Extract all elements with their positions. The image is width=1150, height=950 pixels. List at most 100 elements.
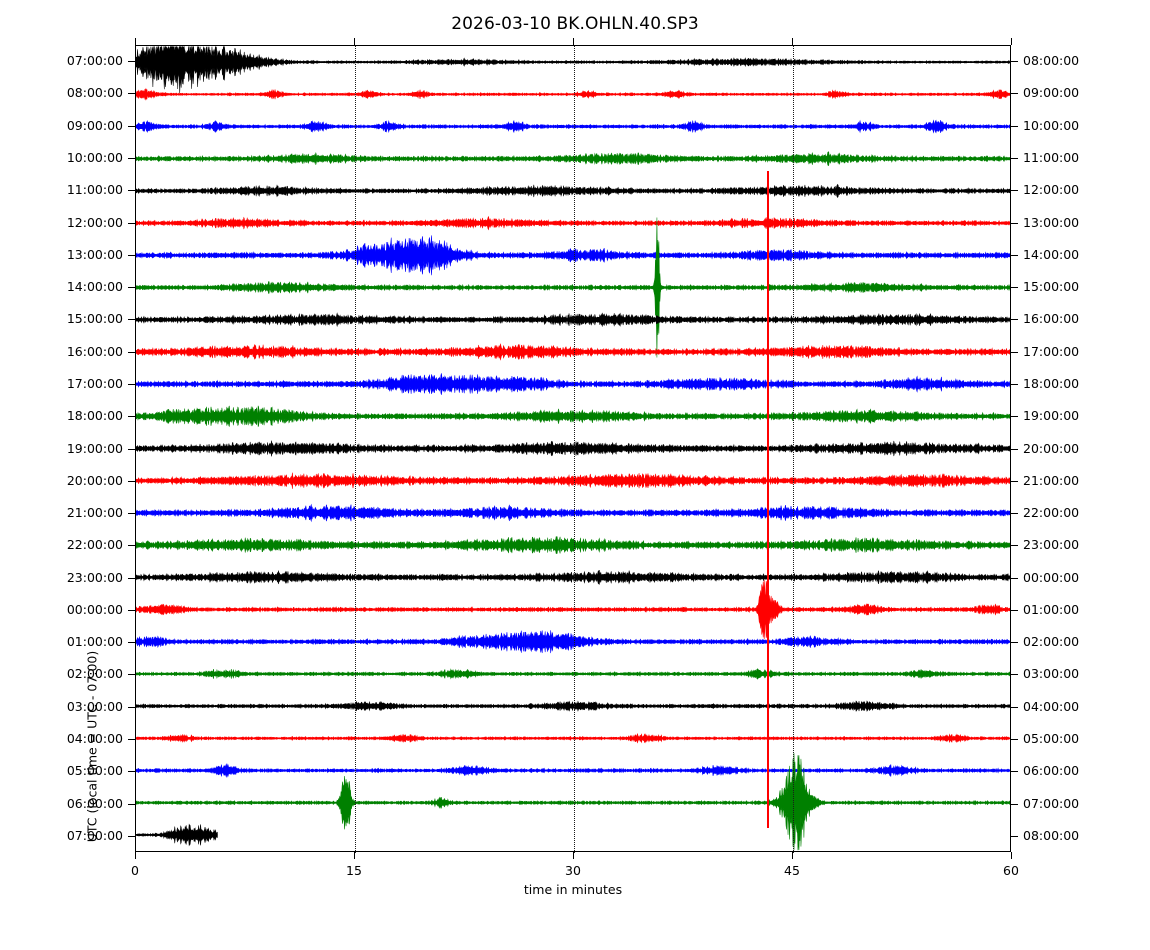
y-tick-left-1 — [128, 93, 135, 95]
y-axis-label-left-1: 08:00:00 — [66, 85, 123, 101]
y-axis-label-right-21: 05:00:00 — [1023, 731, 1080, 747]
y-axis-label-right-15: 23:00:00 — [1023, 537, 1080, 553]
y-axis-title-wrap: UTC (local time = UTC - 07:00) — [42, 299, 100, 843]
y-axis-label-left-9: 16:00:00 — [66, 343, 123, 359]
y-axis-label-left-22: 05:00:00 — [66, 763, 123, 779]
y-axis-label-right-10: 18:00:00 — [1023, 375, 1080, 391]
x-axis-title: time in minutes — [523, 882, 623, 897]
y-tick-right-8 — [1011, 319, 1018, 321]
y-tick-left-21 — [128, 739, 135, 741]
x-tick-30 — [573, 852, 574, 859]
gridline-x-30 — [574, 46, 575, 853]
y-tick-left-15 — [128, 545, 135, 547]
y-tick-left-17 — [128, 609, 135, 611]
y-axis-label-right-5: 13:00:00 — [1023, 214, 1080, 230]
y-axis-label-right-22: 06:00:00 — [1023, 763, 1080, 779]
x-tick-top-0 — [135, 38, 136, 45]
x-tick-top-45 — [792, 38, 793, 45]
y-tick-right-10 — [1011, 383, 1018, 385]
y-tick-right-22 — [1011, 771, 1018, 773]
y-axis-label-right-23: 07:00:00 — [1023, 795, 1080, 811]
x-tick-0 — [135, 852, 136, 859]
y-tick-left-3 — [128, 157, 135, 159]
y-tick-right-3 — [1011, 157, 1018, 159]
y-tick-left-19 — [128, 674, 135, 676]
y-tick-left-23 — [128, 803, 135, 805]
y-tick-left-5 — [128, 222, 135, 224]
y-tick-left-7 — [128, 287, 135, 289]
y-tick-right-23 — [1011, 803, 1018, 805]
y-tick-right-2 — [1011, 125, 1018, 127]
x-axis-label-0: 0 — [131, 863, 139, 878]
y-axis-label-left-19: 02:00:00 — [66, 666, 123, 682]
y-axis-label-right-16: 00:00:00 — [1023, 569, 1080, 585]
x-axis-label-45: 45 — [784, 863, 800, 878]
y-axis-label-left-10: 17:00:00 — [66, 375, 123, 391]
y-tick-right-19 — [1011, 674, 1018, 676]
y-tick-left-22 — [128, 771, 135, 773]
trace-row-23 — [136, 753, 1010, 851]
gridline-x-45 — [793, 46, 794, 853]
x-tick-60 — [1011, 852, 1012, 859]
y-tick-left-4 — [128, 190, 135, 192]
y-tick-right-6 — [1011, 254, 1018, 256]
y-tick-left-0 — [128, 61, 135, 63]
seismic-traces — [136, 46, 1010, 851]
y-tick-right-7 — [1011, 287, 1018, 289]
y-axis-label-left-13: 20:00:00 — [66, 472, 123, 488]
event-marker-line — [766, 171, 769, 829]
y-axis-label-right-8: 16:00:00 — [1023, 311, 1080, 327]
y-tick-right-13 — [1011, 480, 1018, 482]
y-axis-label-right-14: 22:00:00 — [1023, 505, 1080, 521]
y-tick-right-0 — [1011, 61, 1018, 63]
y-tick-left-6 — [128, 254, 135, 256]
y-axis-label-right-7: 15:00:00 — [1023, 279, 1080, 295]
x-axis-label-30: 30 — [565, 863, 581, 878]
y-tick-right-20 — [1011, 706, 1018, 708]
y-tick-right-11 — [1011, 416, 1018, 418]
y-axis-label-right-9: 17:00:00 — [1023, 343, 1080, 359]
y-tick-left-11 — [128, 416, 135, 418]
y-axis-label-left-24: 07:00:00 — [66, 827, 123, 843]
y-axis-label-left-4: 11:00:00 — [66, 182, 123, 198]
y-axis-label-left-20: 03:00:00 — [66, 698, 123, 714]
y-tick-right-17 — [1011, 609, 1018, 611]
y-axis-label-right-18: 02:00:00 — [1023, 634, 1080, 650]
y-axis-label-left-14: 21:00:00 — [66, 505, 123, 521]
y-axis-label-left-21: 04:00:00 — [66, 731, 123, 747]
y-tick-right-4 — [1011, 190, 1018, 192]
y-tick-left-20 — [128, 706, 135, 708]
y-axis-label-right-6: 14:00:00 — [1023, 246, 1080, 262]
y-axis-label-left-15: 22:00:00 — [66, 537, 123, 553]
y-axis-label-left-12: 19:00:00 — [66, 440, 123, 456]
y-tick-left-18 — [128, 642, 135, 644]
x-tick-45 — [792, 852, 793, 859]
y-tick-right-12 — [1011, 448, 1018, 450]
y-axis-label-right-1: 09:00:00 — [1023, 85, 1080, 101]
y-tick-right-16 — [1011, 577, 1018, 579]
y-axis-label-right-11: 19:00:00 — [1023, 408, 1080, 424]
y-axis-label-right-0: 08:00:00 — [1023, 53, 1080, 69]
y-axis-label-left-8: 15:00:00 — [66, 311, 123, 327]
y-axis-label-left-18: 01:00:00 — [66, 634, 123, 650]
y-tick-right-15 — [1011, 545, 1018, 547]
x-tick-top-60 — [1011, 38, 1012, 45]
y-tick-left-2 — [128, 125, 135, 127]
y-tick-right-21 — [1011, 739, 1018, 741]
plot-area — [135, 45, 1011, 853]
y-tick-left-10 — [128, 383, 135, 385]
y-tick-right-14 — [1011, 513, 1018, 515]
y-axis-label-left-2: 09:00:00 — [66, 117, 123, 133]
y-axis-label-right-19: 03:00:00 — [1023, 666, 1080, 682]
page-title: 2026-03-10 BK.OHLN.40.SP3 — [451, 14, 699, 34]
y-axis-label-right-17: 01:00:00 — [1023, 601, 1080, 617]
y-axis-label-left-17: 00:00:00 — [66, 601, 123, 617]
y-tick-right-9 — [1011, 351, 1018, 353]
y-axis-label-right-20: 04:00:00 — [1023, 698, 1080, 714]
x-tick-top-15 — [354, 38, 355, 45]
y-tick-right-24 — [1011, 835, 1018, 837]
y-axis-label-right-4: 12:00:00 — [1023, 182, 1080, 198]
y-tick-left-14 — [128, 513, 135, 515]
y-tick-left-9 — [128, 351, 135, 353]
